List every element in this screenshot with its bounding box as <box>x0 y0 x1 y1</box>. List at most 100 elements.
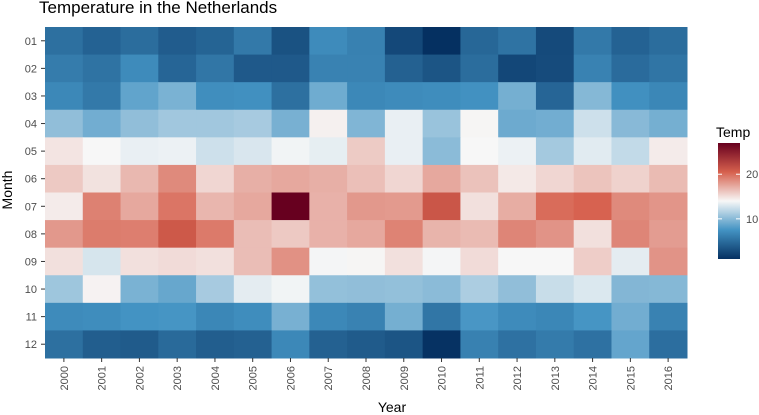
heatmap-cell-2012-07 <box>498 192 537 221</box>
y-tick-label: 07 <box>25 201 37 213</box>
heatmap-cell-2009-11 <box>384 302 424 331</box>
y-tick-label: 12 <box>25 339 37 351</box>
heatmap-cell-2003-09 <box>158 247 197 276</box>
heatmap-cell-2010-09 <box>422 247 461 276</box>
heatmap-cell-2015-01 <box>611 27 650 56</box>
heatmap-cell-2010-11 <box>422 302 461 331</box>
heatmap-cell-2014-05 <box>573 137 612 166</box>
heatmap-cell-2016-07 <box>649 192 688 221</box>
heatmap-cell-2001-02 <box>82 54 122 83</box>
heatmap-cell-2004-08 <box>196 220 235 249</box>
heatmap-cell-2005-12 <box>233 330 273 359</box>
heatmap-cell-2006-07 <box>271 192 310 221</box>
heatmap-cell-2011-05 <box>460 137 499 166</box>
y-tick-label: 10 <box>25 284 37 296</box>
heatmap-cell-2005-11 <box>233 302 273 331</box>
heatmap-cell-2002-09 <box>120 247 159 276</box>
heatmap-cell-2012-02 <box>498 54 537 83</box>
heatmap-cell-2000-07 <box>45 192 84 221</box>
color-legend: Temp 10 20 <box>716 124 758 259</box>
heatmap-cell-2008-04 <box>347 109 386 138</box>
heatmap-cell-2002-04 <box>120 109 159 138</box>
heatmap-cell-2013-04 <box>535 109 575 138</box>
heatmap-cell-2004-05 <box>196 137 235 166</box>
heatmap-cell-2009-06 <box>384 164 424 193</box>
heatmap-cell-2015-07 <box>611 192 650 221</box>
heatmap-cell-2000-05 <box>45 137 84 166</box>
x-tick-label: 2012 <box>512 366 524 390</box>
heatmap-cell-2000-01 <box>45 27 84 56</box>
heatmap-cell-2014-10 <box>573 275 612 304</box>
heatmap-cell-2004-04 <box>196 109 235 138</box>
heatmap-cell-2002-01 <box>120 27 159 56</box>
heatmap-cell-2001-08 <box>82 220 122 249</box>
heatmap-cell-2014-07 <box>573 192 612 221</box>
heatmap-cell-2012-03 <box>498 82 537 111</box>
heatmap-cell-2010-06 <box>422 164 461 193</box>
heatmap-cell-2000-10 <box>45 275 84 304</box>
heatmap-cell-2012-06 <box>498 164 537 193</box>
heatmap-cell-2011-06 <box>460 164 499 193</box>
heatmap-cell-2012-05 <box>498 137 537 166</box>
heatmap-cell-2000-12 <box>45 330 84 359</box>
heatmap-cell-2010-02 <box>422 54 461 83</box>
heatmap-cell-2001-11 <box>82 302 122 331</box>
heatmap-cell-2016-01 <box>649 27 688 56</box>
heatmap-cell-2000-06 <box>45 164 84 193</box>
x-axis-title: Year <box>378 399 407 415</box>
heatmap-cell-2010-10 <box>422 275 461 304</box>
heatmap-cell-2016-11 <box>649 302 688 331</box>
x-tick-label: 2005 <box>248 366 260 390</box>
x-tick-label: 2001 <box>97 366 109 390</box>
heatmap-cell-2001-03 <box>82 82 122 111</box>
heatmap-cell-2013-07 <box>535 192 575 221</box>
heatmap-cell-2004-06 <box>196 164 235 193</box>
heatmap-cell-2002-11 <box>120 302 159 331</box>
heatmap-cell-2004-07 <box>196 192 235 221</box>
heatmap-cell-2016-08 <box>649 220 688 249</box>
heatmap-cell-2009-10 <box>384 275 424 304</box>
heatmap-cell-2008-01 <box>347 27 386 56</box>
heatmap-cell-2004-10 <box>196 275 235 304</box>
heatmap-cell-2011-12 <box>460 330 499 359</box>
heatmap-cell-2014-11 <box>573 302 612 331</box>
x-tick-label: 2009 <box>399 366 411 390</box>
heatmap-cell-2007-09 <box>309 247 348 276</box>
heatmap-cell-2011-01 <box>460 27 499 56</box>
y-tick-label: 09 <box>25 256 37 268</box>
heatmap-cell-2011-09 <box>460 247 499 276</box>
heatmap-cell-2014-04 <box>573 109 612 138</box>
heatmap-cell-2013-02 <box>535 54 575 83</box>
heatmap-cell-2005-08 <box>233 220 273 249</box>
heatmap-cell-2011-03 <box>460 82 499 111</box>
heatmap-cell-2003-01 <box>158 27 197 56</box>
heatmap-cell-2013-06 <box>535 164 575 193</box>
x-axis: 2000 2001 2002 2003 2004 2005 2006 2007 2008 2009… <box>59 358 675 390</box>
heatmap-cell-2006-04 <box>271 109 310 138</box>
y-axis: 01 02 03 04 05 06 07 08 09 10 11 12 <box>25 36 45 351</box>
heatmap-cell-2014-08 <box>573 220 612 249</box>
heatmap-cell-2005-04 <box>233 109 273 138</box>
heatmap-cell-2007-08 <box>309 220 348 249</box>
heatmap-cell-2008-05 <box>347 137 386 166</box>
heatmap-cell-2015-03 <box>611 82 650 111</box>
heatmap-cell-2003-06 <box>158 164 197 193</box>
heatmap-cell-2016-06 <box>649 164 688 193</box>
x-tick-label: 2007 <box>323 366 335 390</box>
heatmap-cell-2011-11 <box>460 302 499 331</box>
heatmap-cell-2000-11 <box>45 302 84 331</box>
heatmap-cell-2006-05 <box>271 137 310 166</box>
heatmap-cell-2000-03 <box>45 82 84 111</box>
heatmap-cell-2009-04 <box>384 109 424 138</box>
heatmap-cell-2001-01 <box>82 27 122 56</box>
heatmap-cell-2003-07 <box>158 192 197 221</box>
heatmap-cell-2009-07 <box>384 192 424 221</box>
heatmap-cell-2008-07 <box>347 192 386 221</box>
y-axis-title: Month <box>0 171 15 210</box>
heatmap-cell-2015-02 <box>611 54 650 83</box>
heatmap-cell-2015-10 <box>611 275 650 304</box>
heatmap-cell-2013-08 <box>535 220 575 249</box>
heatmap-cell-2006-12 <box>271 330 310 359</box>
heatmap-cell-2013-01 <box>535 27 575 56</box>
heatmap-cell-2001-06 <box>82 164 122 193</box>
